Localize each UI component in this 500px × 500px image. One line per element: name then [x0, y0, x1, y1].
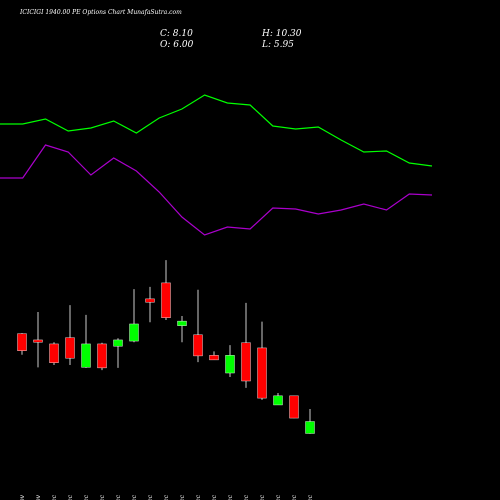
candle-body [241, 342, 251, 382]
x-tick-label: 18 Dec [243, 494, 250, 500]
x-tick-label: 11 Dec [163, 494, 170, 500]
candle-body [33, 339, 43, 343]
candle-body [49, 343, 59, 363]
candle-body [17, 333, 27, 351]
close-label: C: 8.10 [160, 29, 193, 39]
x-tick-label: 16 Dec [211, 494, 218, 500]
candle-body [129, 323, 139, 342]
candle-body [97, 343, 107, 369]
x-tick-label: 23 Dec [291, 494, 298, 500]
candle-body [145, 298, 155, 303]
x-tick-label: 15 Dec [195, 494, 202, 500]
x-tick-label: 01 Dec [51, 494, 58, 500]
candle-body [161, 282, 171, 318]
x-tick-label: 24 Dec [307, 494, 314, 500]
open-label: O: 6.00 [160, 40, 194, 50]
candle-body [113, 339, 123, 347]
candle-body [81, 343, 91, 368]
candle-body [65, 337, 75, 359]
candle-body [289, 395, 299, 419]
candle-body [257, 347, 267, 399]
x-tick-label: 22 Dec [275, 494, 282, 500]
x-tick-label: 17 Dec [227, 494, 234, 500]
x-tick-label: 04 Dec [99, 494, 106, 500]
candle-body [305, 421, 315, 434]
candle-body [193, 334, 203, 357]
candle-body [273, 395, 283, 406]
x-tick-label: 28 Nov [35, 494, 42, 500]
x-tick-label: 19 Dec [259, 494, 266, 500]
candle-body [225, 355, 235, 374]
x-tick-label: 12 Dec [179, 494, 186, 500]
indicator-line [0, 144, 433, 236]
x-tick-label: 08 Dec [115, 494, 122, 500]
x-tick-label: 09 Dec [131, 494, 138, 500]
x-tick-label: 27 Nov [19, 494, 26, 500]
high-label: H: 10.30 [261, 29, 302, 39]
x-tick-label: 02 Dec [67, 494, 74, 500]
candle-body [209, 355, 219, 361]
chart-title: ICICIGI 1940.00 PE Options Chart MunafaS… [19, 9, 182, 16]
candle-body [177, 320, 187, 326]
low-label: L: 5.95 [261, 40, 294, 50]
x-tick-label: 03 Dec [83, 494, 90, 500]
x-tick-label: 10 Dec [147, 494, 154, 500]
indicator-line [0, 94, 433, 167]
